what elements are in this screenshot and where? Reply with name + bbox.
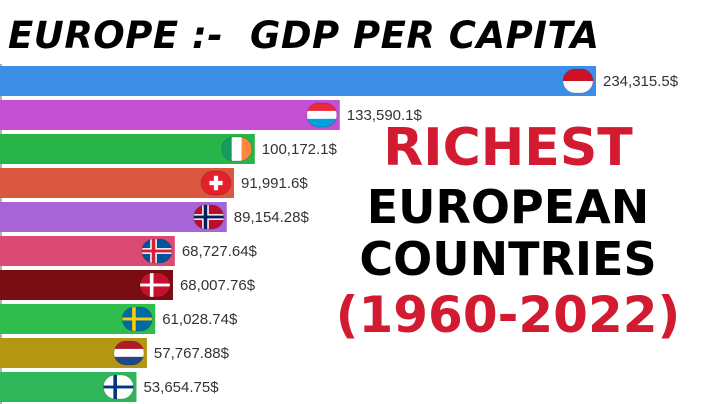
value-label-8: 57,767.88$ [154, 345, 230, 362]
iceland-flag-icon [141, 238, 173, 264]
value-label-4: 89,154.28$ [234, 209, 310, 226]
denmark-flag-icon [139, 272, 171, 298]
value-label-0: 234,315.5$ [603, 73, 679, 90]
value-label-6: 68,007.76$ [180, 277, 256, 294]
overlay-line-european: EUROPEAN [366, 180, 650, 234]
overlay-line-countries: COUNTRIES [359, 232, 657, 286]
norway-flag-icon [193, 204, 225, 230]
netherlands-flag-icon [113, 340, 145, 366]
bar-4 [0, 202, 227, 232]
monaco-flag-icon [562, 68, 594, 94]
chart-title: EUROPE :- GDP PER CAPITA [8, 14, 600, 57]
value-label-2: 100,172.1$ [262, 141, 338, 158]
ireland-flag-icon [221, 136, 253, 162]
bar-2 [0, 134, 255, 164]
bar-3 [0, 168, 234, 198]
finland-flag-icon [102, 374, 134, 400]
overlay-line-years: (1960-2022) [335, 286, 681, 344]
value-label-1: 133,590.1$ [347, 107, 423, 124]
overlay-caption: RICHEST EUROPEAN COUNTRIES (1960-2022) [308, 120, 708, 340]
switzerland-flag-icon [200, 170, 232, 196]
bar-0 [0, 66, 596, 96]
overlay-line-richest: RICHEST [383, 118, 633, 178]
bar-1 [0, 100, 340, 130]
sweden-flag-icon [121, 306, 153, 332]
value-label-5: 68,727.64$ [182, 243, 258, 260]
value-label-3: 91,991.6$ [241, 175, 308, 192]
value-label-9: 53,654.75$ [143, 379, 219, 396]
luxembourg-flag-icon [306, 102, 338, 128]
value-label-7: 61,028.74$ [162, 311, 238, 328]
